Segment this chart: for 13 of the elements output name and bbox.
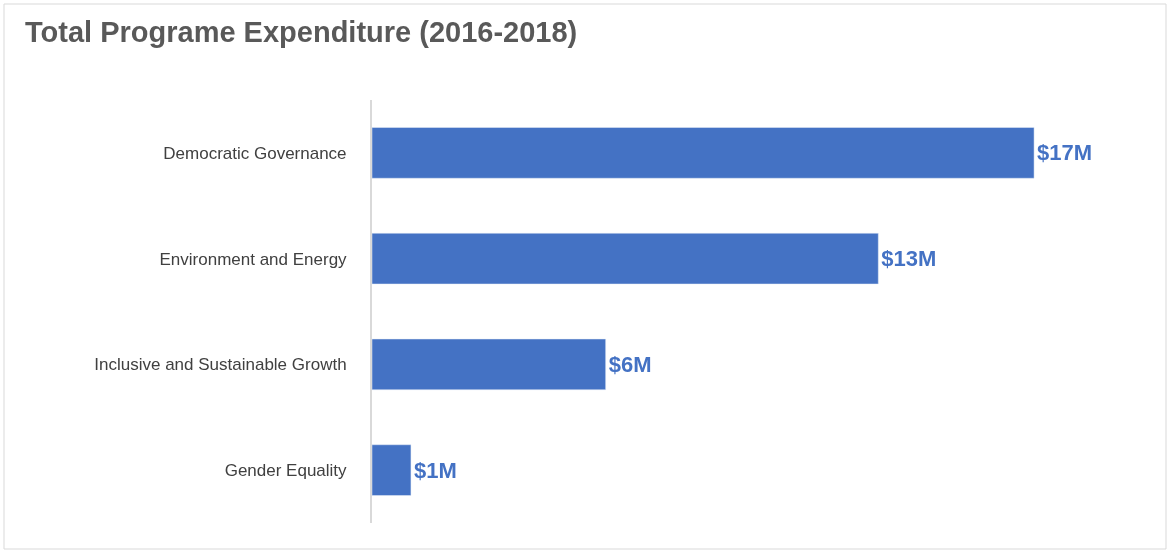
chart-title: Total Programe Expenditure (2016-2018) (25, 16, 578, 49)
y-tick-label: Democratic Governance (163, 143, 347, 163)
y-tick-label: Gender Equality (224, 461, 348, 481)
data-label: $6M (608, 351, 652, 377)
data-label: $17M (1037, 140, 1093, 166)
data-label: $13M (881, 246, 937, 272)
bar (372, 233, 879, 285)
data-label: $1M (413, 457, 457, 483)
y-tick-label: Inclusive and Sustainable Growth (94, 355, 347, 375)
bar (372, 444, 412, 496)
bar (372, 127, 1035, 179)
bar (372, 338, 606, 391)
y-tick-label: Environment and Energy (159, 249, 348, 269)
